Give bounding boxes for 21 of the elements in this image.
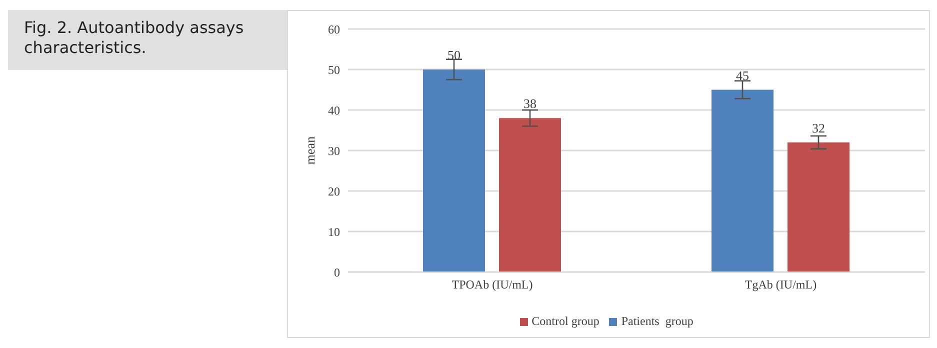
- bar: [788, 142, 850, 272]
- data-label: 38: [524, 96, 536, 112]
- y-tick-label: 50: [328, 62, 340, 77]
- bar: [423, 70, 485, 272]
- y-tick-label: 60: [328, 22, 340, 36]
- legend-label: Control group: [532, 314, 600, 328]
- data-label: 32: [812, 120, 825, 136]
- x-tick-label: TPOAb (IU/mL): [452, 278, 533, 292]
- x-tick-label: TgAb (IU/mL): [744, 278, 817, 292]
- y-tick-label: 40: [328, 103, 340, 118]
- y-tick-label: 30: [328, 144, 340, 158]
- y-tick-label: 10: [328, 224, 340, 239]
- y-tick-label: 20: [328, 184, 340, 198]
- bar: [499, 118, 561, 272]
- data-label: 50: [448, 48, 460, 62]
- bar: [712, 90, 774, 272]
- data-label: 45: [736, 68, 749, 83]
- legend-label: Patients group: [621, 314, 694, 328]
- y-tick-label: 0: [334, 265, 340, 280]
- y-axis-title: mean: [302, 136, 318, 165]
- text: Fig. 2. Autoantibody assays characteristics.: [8, 10, 287, 70]
